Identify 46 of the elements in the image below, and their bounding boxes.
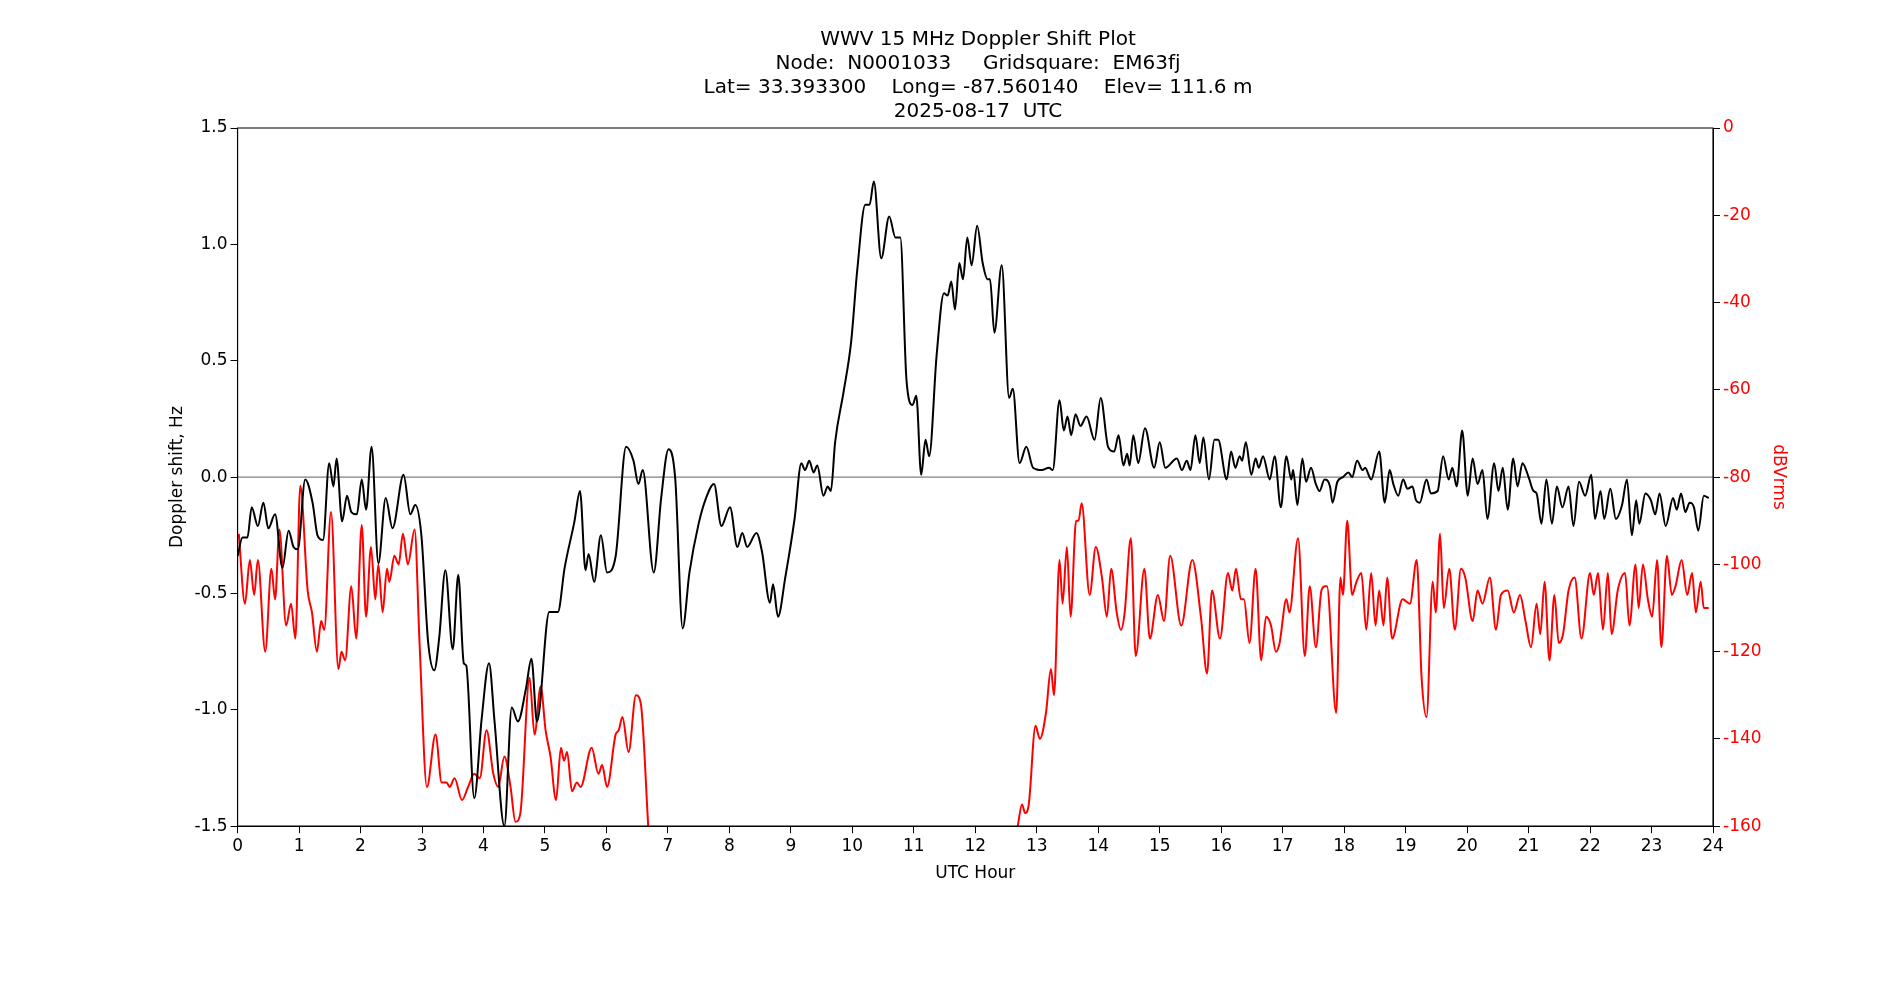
x-tick-label: 12 xyxy=(964,834,987,855)
x-tick-label: 6 xyxy=(601,834,612,855)
y-tick-label: 0.0 xyxy=(200,465,228,486)
x-tick-label: 19 xyxy=(1394,834,1417,855)
x-tick-label: 15 xyxy=(1148,834,1171,855)
y2-tick-label: -80 xyxy=(1723,465,1751,486)
y-tick-label: 1.5 xyxy=(200,116,228,137)
y-tick-label: -1.0 xyxy=(194,698,228,719)
x-tick-label: 10 xyxy=(841,834,864,855)
x-tick-label: 16 xyxy=(1210,834,1233,855)
y2-tick-label: -120 xyxy=(1723,640,1762,661)
x-axis-title: UTC Hour xyxy=(935,862,1016,883)
x-tick-label: 9 xyxy=(785,834,797,855)
x-tick-label: 5 xyxy=(539,834,551,855)
y-tick-label: 0.5 xyxy=(200,349,228,370)
x-tick-label: 11 xyxy=(903,834,925,855)
x-tick-label: 4 xyxy=(478,834,489,855)
x-tick-label: 7 xyxy=(662,834,674,855)
y2-tick-label: -140 xyxy=(1723,727,1762,748)
x-tick-label: 18 xyxy=(1333,834,1355,855)
x-tick-label: 14 xyxy=(1087,834,1110,855)
y2-tick-label: 0 xyxy=(1723,116,1734,137)
y2-tick-label: -160 xyxy=(1723,814,1762,835)
chart-subtitle: Node: N0001033 Gridsquare: EM63fj Lat= 33.393300 Long= -87.560140 Elev= 111.6 m 2025-08-17 UTC xyxy=(703,50,1253,123)
x-tick-label: 23 xyxy=(1640,834,1663,855)
y2-tick-label: -40 xyxy=(1723,290,1751,311)
x-tick-label: 8 xyxy=(723,834,735,855)
x-tick-label: 0 xyxy=(232,834,243,855)
y2-tick-label: -60 xyxy=(1723,378,1751,399)
x-tick-label: 21 xyxy=(1517,834,1540,855)
y-tick-label: 1.0 xyxy=(200,232,228,253)
y2-tick-label: -100 xyxy=(1723,552,1762,573)
x-tick-label: 1 xyxy=(293,834,305,855)
x-tick-label: 17 xyxy=(1271,834,1294,855)
x-tick-label: 22 xyxy=(1579,834,1601,855)
y2-tick-label: -20 xyxy=(1723,203,1751,224)
y-axis-title: Doppler shift, Hz xyxy=(165,406,186,549)
y-tick-label: -0.5 xyxy=(194,581,228,602)
x-tick-label: 3 xyxy=(416,834,428,855)
chart-title: WWV 15 MHz Doppler Shift Plot xyxy=(820,26,1136,51)
x-tick-label: 13 xyxy=(1025,834,1048,855)
x-tick-label: 24 xyxy=(1702,834,1724,855)
y-tick-label: -1.5 xyxy=(194,814,228,835)
x-tick-label: 20 xyxy=(1456,834,1478,855)
y2-axis-title: dBVrms xyxy=(1770,444,1791,511)
x-tick-label: 2 xyxy=(355,834,366,855)
